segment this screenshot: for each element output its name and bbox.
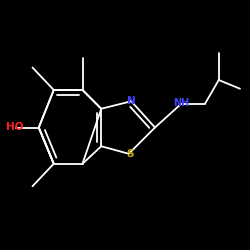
Text: S: S [126, 149, 134, 159]
Text: NH: NH [173, 98, 190, 108]
Text: N: N [127, 96, 136, 106]
Text: HO: HO [6, 122, 24, 132]
